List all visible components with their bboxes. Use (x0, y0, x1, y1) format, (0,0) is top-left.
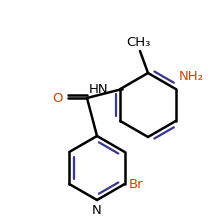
Text: HN: HN (89, 82, 108, 95)
Text: CH₃: CH₃ (126, 36, 150, 49)
Text: N: N (92, 204, 102, 217)
Text: NH₂: NH₂ (179, 70, 204, 83)
Text: Br: Br (129, 177, 143, 190)
Text: O: O (53, 91, 63, 105)
